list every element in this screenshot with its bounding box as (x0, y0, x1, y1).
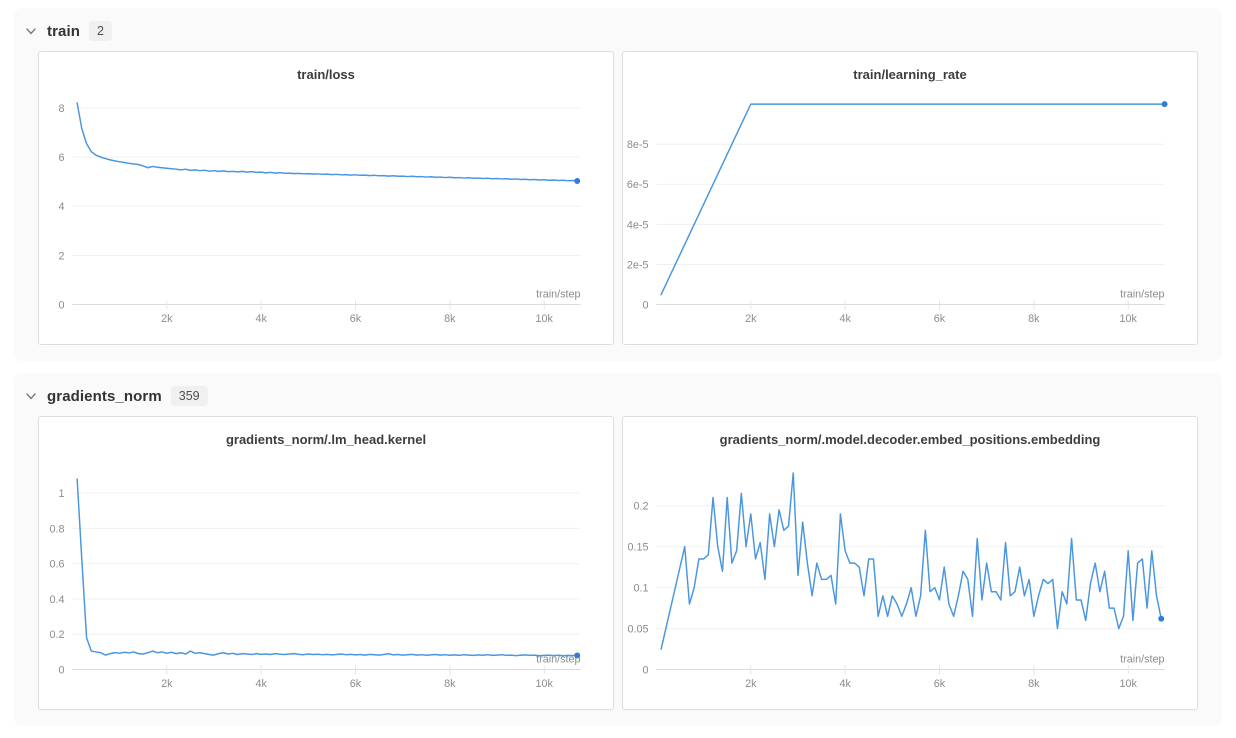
y-tick-label: 0.6 (50, 559, 65, 571)
last-point-dot (574, 178, 581, 184)
section-count-badge: 2 (89, 21, 112, 41)
section-train: train 2 train/loss 0 2 4 6 8 2k 4k 6k 8k 10k train… (14, 8, 1222, 361)
x-tick-label: 2k (745, 678, 757, 690)
x-tick-label: 4k (839, 678, 851, 690)
y-tick-label: 4 (59, 201, 65, 213)
y-tick-label: 0.4 (50, 594, 65, 606)
x-tick-label: 8k (1028, 313, 1040, 325)
y-tick-label: 0 (643, 664, 649, 676)
y-tick-label: 1 (59, 488, 65, 500)
line-chart-train-learning-rate[interactable]: 0 2e-5 4e-5 6e-5 8e-5 2k 4k 6k 8k 10k train/step (623, 96, 1197, 345)
line-chart-lm-head-kernel[interactable]: 0 0.2 0.4 0.6 0.8 1 2k 4k 6k 8k 10k train/step (39, 461, 613, 710)
x-tick-label: 6k (350, 313, 362, 325)
y-tick-label: 0.8 (50, 523, 65, 535)
line-chart-embed-positions[interactable]: 0 0.05 0.1 0.15 0.2 2k 4k 6k 8k 10k train/step (623, 461, 1197, 710)
chart-title: gradients_norm/.lm_head.kernel (225, 431, 427, 447)
x-tick-label: 10k (1120, 678, 1138, 690)
y-tick-label: 4e-5 (627, 219, 649, 231)
chart-title: train/loss (297, 66, 355, 82)
section-gradients-norm: gradients_norm 359 gradients_norm/.lm_he… (14, 373, 1222, 726)
series-line (660, 472, 1162, 650)
x-tick-label: 4k (839, 313, 851, 325)
x-tick-label: 8k (444, 313, 456, 325)
line-chart-train-loss[interactable]: 0 2 4 6 8 2k 4k 6k 8k 10k train/step (39, 96, 613, 345)
chevron-down-icon[interactable] (24, 24, 38, 38)
series-line (76, 478, 578, 657)
section-title: train (47, 22, 81, 40)
x-tick-label: 2k (745, 313, 757, 325)
y-tick-label: 0.05 (628, 624, 649, 636)
y-tick-label: 0 (59, 299, 65, 311)
y-tick-label: 0 (59, 664, 65, 676)
section-count-badge: 359 (170, 386, 208, 406)
x-tick-label: 6k (934, 678, 946, 690)
chart-card-train-loss[interactable]: train/loss 0 2 4 6 8 2k 4k 6k 8k 10k train/step (38, 51, 614, 345)
x-tick-label: 10k (536, 678, 554, 690)
x-axis-title: train/step (536, 289, 580, 301)
x-tick-label: 2k (161, 678, 173, 690)
last-point-dot (574, 652, 581, 659)
y-tick-label: 6e-5 (627, 179, 649, 191)
x-tick-label: 6k (350, 678, 362, 690)
series-line (660, 103, 1166, 296)
x-tick-label: 10k (536, 313, 554, 325)
y-tick-label: 0.15 (628, 542, 649, 554)
chart-title: train/learning_rate (853, 66, 967, 82)
y-tick-label: 0.2 (50, 629, 65, 641)
x-tick-label: 8k (1028, 678, 1040, 690)
x-axis-title: train/step (1120, 289, 1164, 301)
y-tick-label: 0.1 (634, 583, 649, 595)
series-line (76, 102, 578, 182)
y-tick-label: 8e-5 (627, 139, 649, 151)
y-tick-label: 0 (643, 299, 649, 311)
x-tick-label: 10k (1120, 313, 1138, 325)
y-tick-label: 0.2 (634, 501, 649, 513)
chart-title: gradients_norm/.model.decoder.embed_posi… (719, 431, 1101, 447)
line-chart-plot[interactable]: 0 0.05 0.1 0.15 0.2 2k 4k 6k 8k 10k train/step (623, 461, 1197, 710)
line-chart-plot[interactable]: 0 2e-5 4e-5 6e-5 8e-5 2k 4k 6k 8k 10k train/step (623, 96, 1197, 345)
y-tick-label: 8 (59, 103, 65, 115)
y-tick-label: 6 (59, 152, 65, 164)
last-point-dot (1158, 615, 1165, 622)
section-title: gradients_norm (47, 387, 162, 405)
line-chart-plot[interactable]: 0 2 4 6 8 2k 4k 6k 8k 10k train/step (39, 96, 613, 345)
x-tick-label: 2k (161, 313, 173, 325)
chevron-down-icon[interactable] (24, 389, 38, 403)
chart-card-lm-head-kernel[interactable]: gradients_norm/.lm_head.kernel 0 0.2 0.4 0.… (38, 416, 614, 710)
chart-card-train-learning-rate[interactable]: train/learning_rate 0 2e-5 4e-5 6e-5 8e-5 2k 4… (622, 51, 1198, 345)
x-tick-label: 8k (444, 678, 456, 690)
x-tick-label: 4k (255, 678, 267, 690)
x-tick-label: 4k (255, 313, 267, 325)
y-tick-label: 2 (59, 250, 65, 262)
charts-row: gradients_norm/.lm_head.kernel 0 0.2 0.4 0.… (14, 416, 1222, 726)
last-point-dot (1161, 101, 1168, 108)
chart-card-embed-positions[interactable]: gradients_norm/.model.decoder.embed_posi… (622, 416, 1198, 710)
x-axis-title: train/step (1120, 654, 1164, 666)
x-tick-label: 6k (934, 313, 946, 325)
x-axis-title: train/step (536, 654, 580, 666)
section-header-gradients-norm[interactable]: gradients_norm 359 (14, 373, 1222, 416)
section-header-train[interactable]: train 2 (14, 8, 1222, 51)
charts-row: train/loss 0 2 4 6 8 2k 4k 6k 8k 10k train/step tr… (14, 51, 1222, 361)
y-tick-label: 2e-5 (627, 259, 649, 271)
line-chart-plot[interactable]: 0 0.2 0.4 0.6 0.8 1 2k 4k 6k 8k 10k train/step (39, 461, 613, 710)
